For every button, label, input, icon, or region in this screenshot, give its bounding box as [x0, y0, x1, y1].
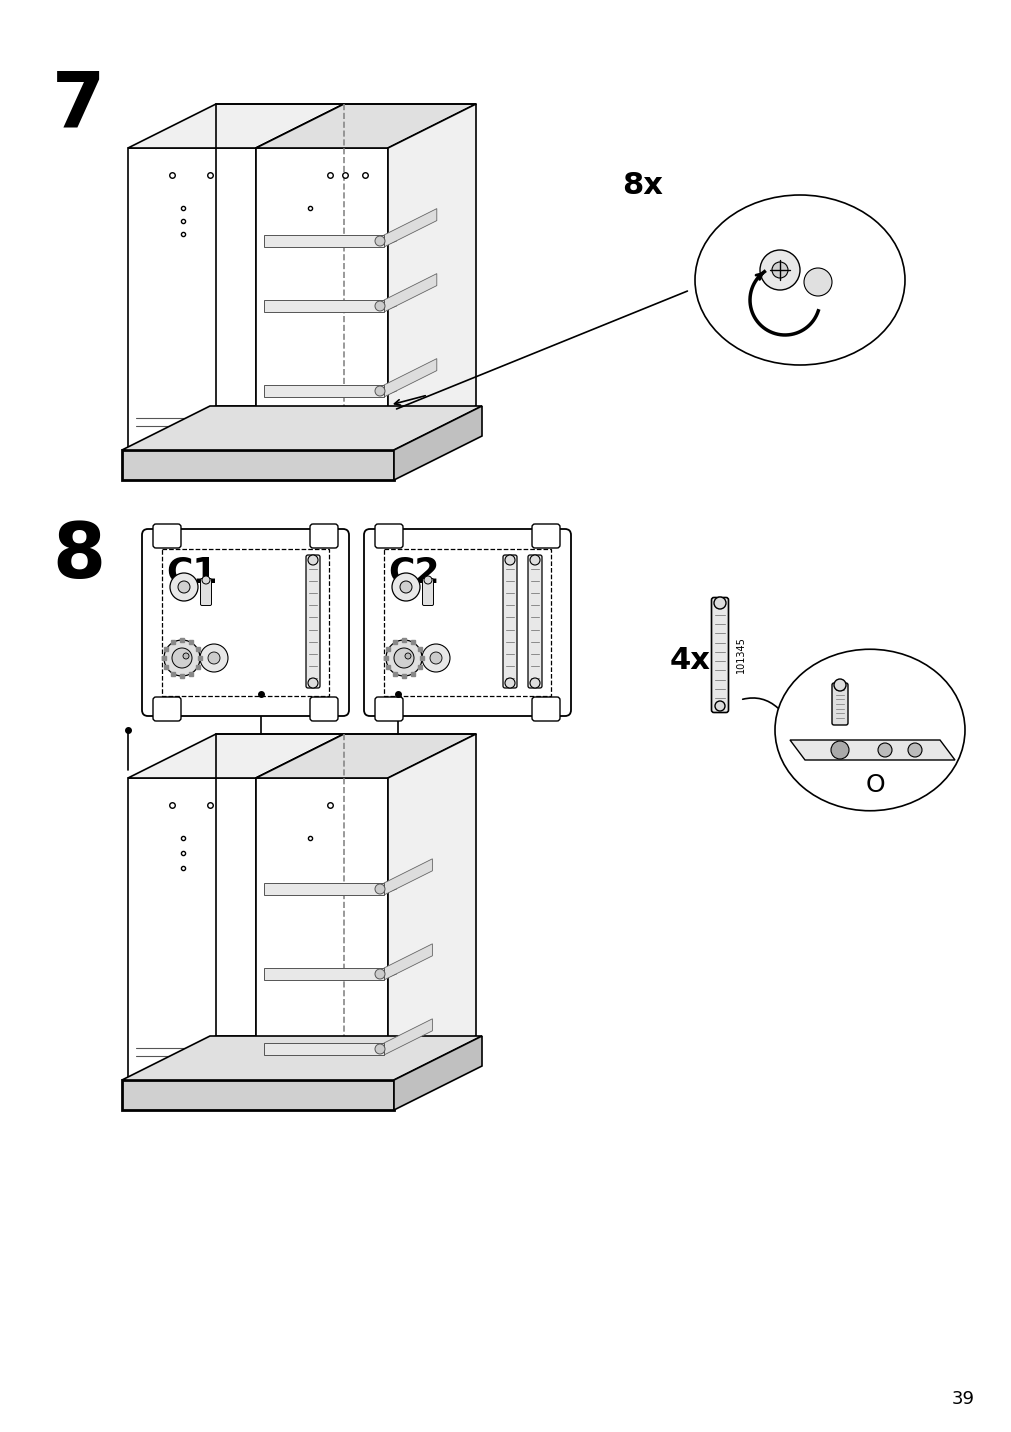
- Polygon shape: [127, 105, 344, 147]
- FancyBboxPatch shape: [309, 524, 338, 548]
- Circle shape: [391, 573, 420, 601]
- Ellipse shape: [774, 649, 964, 811]
- Circle shape: [170, 573, 198, 601]
- FancyBboxPatch shape: [364, 528, 570, 716]
- Polygon shape: [264, 385, 383, 397]
- Circle shape: [878, 743, 891, 758]
- Circle shape: [375, 1044, 384, 1054]
- Polygon shape: [264, 299, 383, 312]
- FancyBboxPatch shape: [309, 697, 338, 720]
- Circle shape: [430, 652, 442, 664]
- Circle shape: [803, 268, 831, 296]
- Polygon shape: [127, 778, 256, 1080]
- Circle shape: [178, 581, 190, 593]
- FancyBboxPatch shape: [711, 597, 728, 713]
- FancyBboxPatch shape: [153, 697, 181, 720]
- Polygon shape: [122, 450, 393, 480]
- Circle shape: [424, 576, 432, 584]
- Ellipse shape: [695, 195, 904, 365]
- Circle shape: [375, 884, 384, 894]
- Circle shape: [385, 640, 422, 676]
- Polygon shape: [264, 1042, 383, 1055]
- Polygon shape: [127, 735, 344, 778]
- Circle shape: [307, 677, 317, 687]
- Circle shape: [504, 556, 515, 566]
- FancyBboxPatch shape: [153, 524, 181, 548]
- Circle shape: [208, 652, 219, 664]
- Circle shape: [375, 301, 384, 311]
- Polygon shape: [383, 358, 437, 397]
- Polygon shape: [387, 735, 475, 1080]
- Text: 101345: 101345: [735, 637, 745, 673]
- Polygon shape: [122, 1080, 393, 1110]
- Circle shape: [504, 677, 515, 687]
- Polygon shape: [122, 407, 481, 450]
- Circle shape: [759, 251, 800, 291]
- FancyBboxPatch shape: [502, 556, 517, 687]
- FancyBboxPatch shape: [375, 697, 402, 720]
- Text: C2: C2: [387, 556, 439, 589]
- Circle shape: [530, 677, 540, 687]
- Polygon shape: [383, 1018, 432, 1055]
- Circle shape: [375, 387, 384, 397]
- Polygon shape: [256, 735, 475, 778]
- FancyBboxPatch shape: [305, 556, 319, 687]
- Polygon shape: [383, 274, 437, 312]
- Circle shape: [375, 969, 384, 979]
- Polygon shape: [383, 859, 432, 895]
- Polygon shape: [393, 1035, 481, 1110]
- Circle shape: [907, 743, 921, 758]
- FancyBboxPatch shape: [528, 556, 542, 687]
- Polygon shape: [256, 105, 475, 147]
- Polygon shape: [393, 407, 481, 480]
- Text: C1: C1: [166, 556, 217, 589]
- Polygon shape: [387, 105, 475, 450]
- FancyBboxPatch shape: [422, 579, 433, 606]
- Circle shape: [183, 653, 189, 659]
- Circle shape: [375, 236, 384, 246]
- Circle shape: [164, 640, 200, 676]
- Circle shape: [771, 262, 788, 278]
- Text: O: O: [864, 773, 884, 798]
- Circle shape: [530, 556, 540, 566]
- Text: 8x: 8x: [622, 170, 662, 199]
- Circle shape: [833, 679, 845, 692]
- Text: 39: 39: [951, 1390, 974, 1408]
- Polygon shape: [256, 147, 387, 450]
- Polygon shape: [122, 1035, 481, 1080]
- Circle shape: [202, 576, 210, 584]
- FancyBboxPatch shape: [142, 528, 349, 716]
- FancyBboxPatch shape: [375, 524, 402, 548]
- FancyBboxPatch shape: [532, 697, 559, 720]
- FancyBboxPatch shape: [532, 524, 559, 548]
- Circle shape: [830, 740, 848, 759]
- Circle shape: [714, 597, 725, 609]
- FancyBboxPatch shape: [200, 579, 211, 606]
- Circle shape: [200, 644, 227, 672]
- Polygon shape: [256, 778, 387, 1080]
- Polygon shape: [383, 209, 437, 246]
- Circle shape: [715, 702, 724, 712]
- Polygon shape: [264, 968, 383, 979]
- Circle shape: [399, 581, 411, 593]
- Polygon shape: [790, 740, 954, 760]
- Text: 8: 8: [52, 520, 105, 594]
- Circle shape: [172, 649, 192, 667]
- Polygon shape: [127, 147, 256, 450]
- Polygon shape: [383, 944, 432, 979]
- Circle shape: [422, 644, 450, 672]
- Circle shape: [404, 653, 410, 659]
- Text: 7: 7: [52, 67, 105, 142]
- Text: 4x: 4x: [669, 646, 710, 674]
- Polygon shape: [264, 884, 383, 895]
- Polygon shape: [264, 235, 383, 246]
- Circle shape: [393, 649, 413, 667]
- Circle shape: [307, 556, 317, 566]
- FancyBboxPatch shape: [831, 683, 847, 725]
